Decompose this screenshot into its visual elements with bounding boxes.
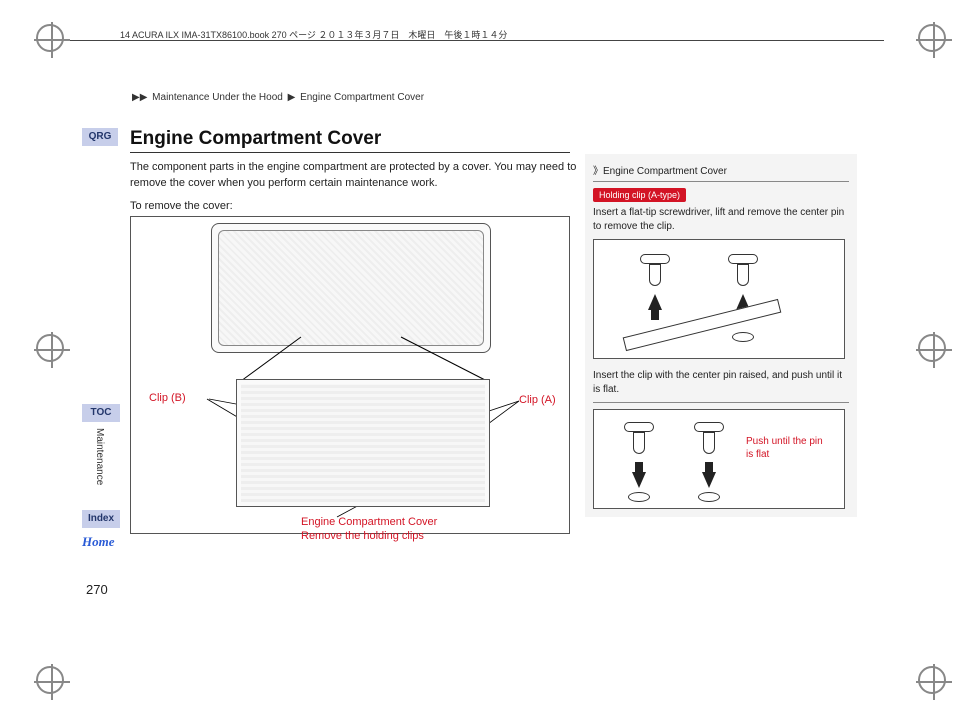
toc-button[interactable]: TOC — [82, 404, 120, 422]
engine-cover-detail-illustration — [236, 379, 490, 507]
screwdriver-icon — [623, 299, 782, 351]
breadcrumb-sep-icon: ▶ — [286, 92, 298, 103]
side-info-panel: 》Engine Compartment Cover Holding clip (… — [585, 154, 857, 517]
clip-stem-icon — [633, 432, 645, 454]
clip-head-icon — [640, 254, 670, 264]
side-panel-title: 》Engine Compartment Cover — [593, 162, 849, 177]
left-nav: TOC Maintenance — [82, 404, 120, 498]
side-step2-text: Insert the clip with the center pin rais… — [593, 369, 849, 396]
clip-head-icon — [694, 422, 724, 432]
figure-caption: Engine Compartment Cover Remove the hold… — [301, 515, 501, 544]
intro-text: The component parts in the engine compar… — [130, 160, 580, 192]
arrow-up-icon — [648, 294, 662, 310]
clip-head-icon — [728, 254, 758, 264]
push-until-flat-label: Push until the pin is flat — [746, 436, 832, 461]
arrow-down-icon — [702, 472, 716, 488]
clip-head-icon — [624, 422, 654, 432]
breadcrumb-parent: Maintenance Under the Hood — [152, 92, 283, 103]
clip-insert-figure: Push until the pin is flat — [593, 409, 845, 509]
side-hr — [593, 181, 849, 182]
side-marker-icon: 》 — [593, 166, 603, 177]
holding-clip-tag: Holding clip (A-type) — [593, 188, 686, 202]
page-title: Engine Compartment Cover — [130, 128, 381, 150]
clip-hole-icon — [732, 332, 754, 342]
index-button[interactable]: Index — [82, 510, 120, 528]
home-button[interactable]: Home — [82, 534, 120, 550]
clip-a-label: Clip (A) — [519, 394, 556, 406]
breadcrumb: ▶▶ Maintenance Under the Hood ▶ Engine C… — [130, 92, 424, 103]
clip-stem-icon — [737, 264, 749, 286]
qrg-button[interactable]: QRG — [82, 128, 118, 146]
side-step1-text: Insert a flat-tip screwdriver, lift and … — [593, 206, 849, 233]
clip-stem-icon — [649, 264, 661, 286]
side-title-text: Engine Compartment Cover — [603, 166, 727, 177]
clip-hole-icon — [698, 492, 720, 502]
clip-removal-figure — [593, 239, 845, 359]
side-hr — [593, 402, 849, 403]
to-remove-label: To remove the cover: — [130, 200, 233, 212]
title-underline — [130, 152, 570, 153]
clip-stem-icon — [703, 432, 715, 454]
breadcrumb-arrow-icon: ▶▶ — [130, 92, 149, 103]
arrow-down-icon — [632, 472, 646, 488]
clip-b-label: Clip (B) — [149, 392, 186, 404]
breadcrumb-current: Engine Compartment Cover — [300, 92, 424, 103]
section-vertical-label: Maintenance — [94, 428, 105, 498]
engine-compartment-figure: Clip (B) Clip (A) Engine Compartment Cov… — [130, 216, 570, 534]
clip-hole-icon — [628, 492, 650, 502]
figure-caption-line1: Engine Compartment Cover — [301, 516, 437, 528]
book-header: 14 ACURA ILX IMA-31TX86100.book 270 ページ … — [120, 28, 507, 41]
figure-caption-line2: Remove the holding clips — [301, 530, 424, 542]
page-number: 270 — [86, 582, 108, 597]
